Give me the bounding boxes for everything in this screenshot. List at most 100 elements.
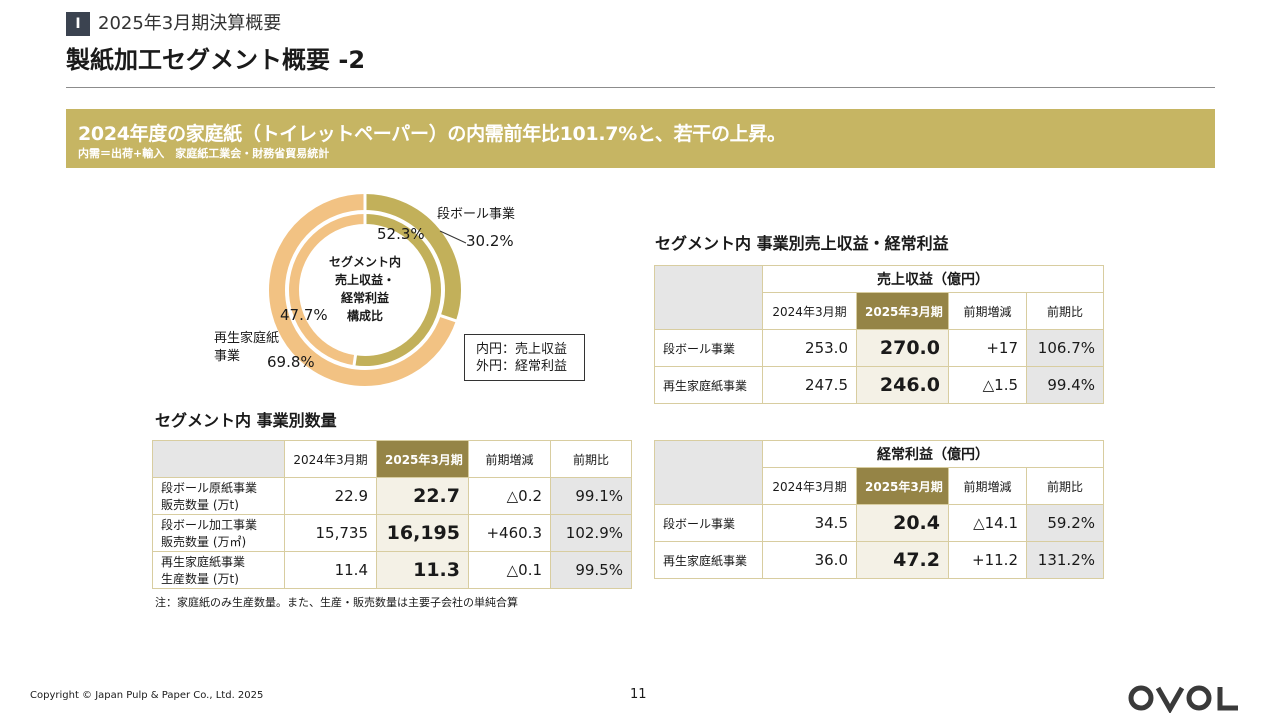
donut-center-line: 構成比 (346, 309, 383, 323)
row-label: 段ボール原紙事業 販売数量 (万t) (152, 477, 285, 515)
column-header: 前期増減 (468, 440, 551, 478)
donut-separator (352, 353, 358, 368)
table-group-header: 経常利益（億円） (762, 440, 1104, 468)
row-label-line: 段ボール加工事業 (161, 518, 258, 532)
inner-arc-cardboard (354, 214, 441, 366)
table-row: 段ボール事業 34.5 20.4 △14.1 59.2% (654, 504, 1104, 542)
donut-center-line: 売上収益・ (334, 273, 395, 287)
outer-label-leader-line (439, 230, 467, 244)
cell-prev: 22.9 (284, 477, 377, 515)
cell-change: △14.1 (948, 504, 1027, 542)
cell-change: △0.1 (468, 551, 551, 589)
table-corner (654, 265, 763, 330)
table-group-header: 売上収益（億円） (762, 265, 1104, 293)
cell-ratio: 99.5% (550, 551, 632, 589)
cell-current: 22.7 (376, 477, 469, 515)
cell-ratio: 99.4% (1026, 366, 1104, 404)
table-row: 段ボール事業 253.0 270.0 +17 106.7% (654, 329, 1104, 367)
cell-current: 270.0 (856, 329, 949, 367)
table-corner (654, 440, 763, 505)
revenue-profit-heading: セグメント内 事業別売上収益・経常利益 (655, 234, 949, 253)
table-corner (152, 440, 285, 478)
column-header-current: 2025年3月期 (376, 440, 469, 478)
column-header: 前期増減 (948, 292, 1027, 330)
volume-table: 2024年3月期 2025年3月期 前期増減 前期比 段ボール原紙事業 販売数量 … (152, 440, 632, 589)
volume-table-heading: セグメント内 事業別数量 (155, 411, 337, 430)
cell-prev: 34.5 (762, 504, 857, 542)
section-badge: I (66, 12, 90, 36)
donut-center-label: セグメント内 売上収益・ 経常利益 構成比 (315, 253, 415, 325)
cell-change: +460.3 (468, 514, 551, 552)
cell-change: △1.5 (948, 366, 1027, 404)
column-header: 前期比 (1026, 292, 1104, 330)
footnote: 注：家庭紙のみ生産数量。また、生産・販売数量は主要子会社の単純合算 (155, 596, 518, 609)
tissue-outer-pct: 69.8% (267, 353, 315, 371)
column-header-current: 2025年3月期 (856, 467, 949, 505)
revenue-table: 売上収益（億円） 2024年3月期 2025年3月期 前期増減 前期比 段ボール… (654, 265, 1104, 404)
donut-svg (269, 192, 461, 386)
composition-donut-chart: セグメント内 売上収益・ 経常利益 構成比 (260, 185, 470, 395)
row-label-line: 段ボール原紙事業 (161, 481, 258, 495)
cell-current: 20.4 (856, 504, 949, 542)
table-row: 再生家庭紙事業 247.5 246.0 △1.5 99.4% (654, 366, 1104, 404)
page-number: 11 (630, 687, 647, 702)
cell-prev: 11.4 (284, 551, 377, 589)
cell-prev: 36.0 (762, 541, 857, 579)
cell-change: +11.2 (948, 541, 1027, 579)
column-header-current: 2025年3月期 (856, 292, 949, 330)
table-row: 再生家庭紙事業 36.0 47.2 +11.2 131.2% (654, 541, 1104, 579)
row-label: 再生家庭紙事業 (654, 541, 763, 579)
row-label-line: 販売数量 (万㎡) (161, 535, 247, 549)
cell-current: 47.2 (856, 541, 949, 579)
cell-current: 246.0 (856, 366, 949, 404)
highlight-banner: 2024年度の家庭紙（トイレットペーパー）の内需前年比101.7%と、若干の上昇… (66, 109, 1215, 168)
legend-outer: 外円：経常利益 (476, 359, 568, 374)
profit-table: 経常利益（億円） 2024年3月期 2025年3月期 前期増減 前期比 段ボール… (654, 440, 1104, 579)
inner-arc-tissue (289, 214, 366, 366)
cell-change: △0.2 (468, 477, 551, 515)
column-header: 2024年3月期 (762, 467, 857, 505)
tissue-label-line: 再生家庭紙 (214, 331, 280, 346)
row-label: 再生家庭紙事業 生産数量 (万t) (152, 551, 285, 589)
outer-arc-tissue (269, 194, 456, 386)
section-title: 2025年3月期決算概要 (98, 13, 282, 34)
column-header: 前期比 (550, 440, 632, 478)
cardboard-segment-label: 段ボール事業 (437, 207, 516, 222)
ovol-logo (1128, 685, 1238, 713)
column-header: 前期比 (1026, 467, 1104, 505)
tissue-label-line: 事業 (214, 349, 241, 364)
cell-ratio: 59.2% (1026, 504, 1104, 542)
cell-ratio: 131.2% (1026, 541, 1104, 579)
donut-center-line: セグメント内 (328, 255, 401, 269)
row-label: 段ボール加工事業 販売数量 (万㎡) (152, 514, 285, 552)
column-header: 2024年3月期 (762, 292, 857, 330)
banner-subtext: 内需＝出荷+輸入 家庭紙工業会・財務省貿易統計 (78, 147, 330, 160)
cell-ratio: 102.9% (550, 514, 632, 552)
tissue-segment-label: 再生家庭紙 事業 (214, 330, 279, 366)
table-row: 再生家庭紙事業 生産数量 (万t) 11.4 11.3 △0.1 99.5% (152, 551, 632, 589)
cell-ratio: 99.1% (550, 477, 632, 515)
cell-current: 16,195 (376, 514, 469, 552)
legend-inner: 内円：売上収益 (476, 342, 568, 357)
donut-separator (438, 313, 459, 323)
column-header: 2024年3月期 (284, 440, 377, 478)
row-label-line: 再生家庭紙事業 (161, 555, 246, 569)
cell-change: +17 (948, 329, 1027, 367)
donut-center-line: 経常利益 (340, 291, 389, 305)
cardboard-inner-pct: 52.3% (377, 225, 425, 243)
cell-prev: 15,735 (284, 514, 377, 552)
cell-prev: 253.0 (762, 329, 857, 367)
table-row: 段ボール原紙事業 販売数量 (万t) 22.9 22.7 △0.2 99.1% (152, 477, 632, 515)
cell-prev: 247.5 (762, 366, 857, 404)
banner-headline: 2024年度の家庭紙（トイレットペーパー）の内需前年比101.7%と、若干の上昇… (78, 123, 786, 145)
row-label-line: 生産数量 (万t) (161, 572, 239, 586)
page-title: 製紙加工セグメント概要 -2 (66, 46, 366, 74)
row-label: 段ボール事業 (654, 504, 763, 542)
title-divider (66, 87, 1215, 88)
row-label: 段ボール事業 (654, 329, 763, 367)
copyright: Copyright © Japan Pulp & Paper Co., Ltd.… (30, 690, 264, 701)
row-label: 再生家庭紙事業 (654, 366, 763, 404)
row-label-line: 販売数量 (万t) (161, 498, 239, 512)
cell-current: 11.3 (376, 551, 469, 589)
donut-legend-box: 内円：売上収益 外円：経常利益 (464, 334, 585, 381)
